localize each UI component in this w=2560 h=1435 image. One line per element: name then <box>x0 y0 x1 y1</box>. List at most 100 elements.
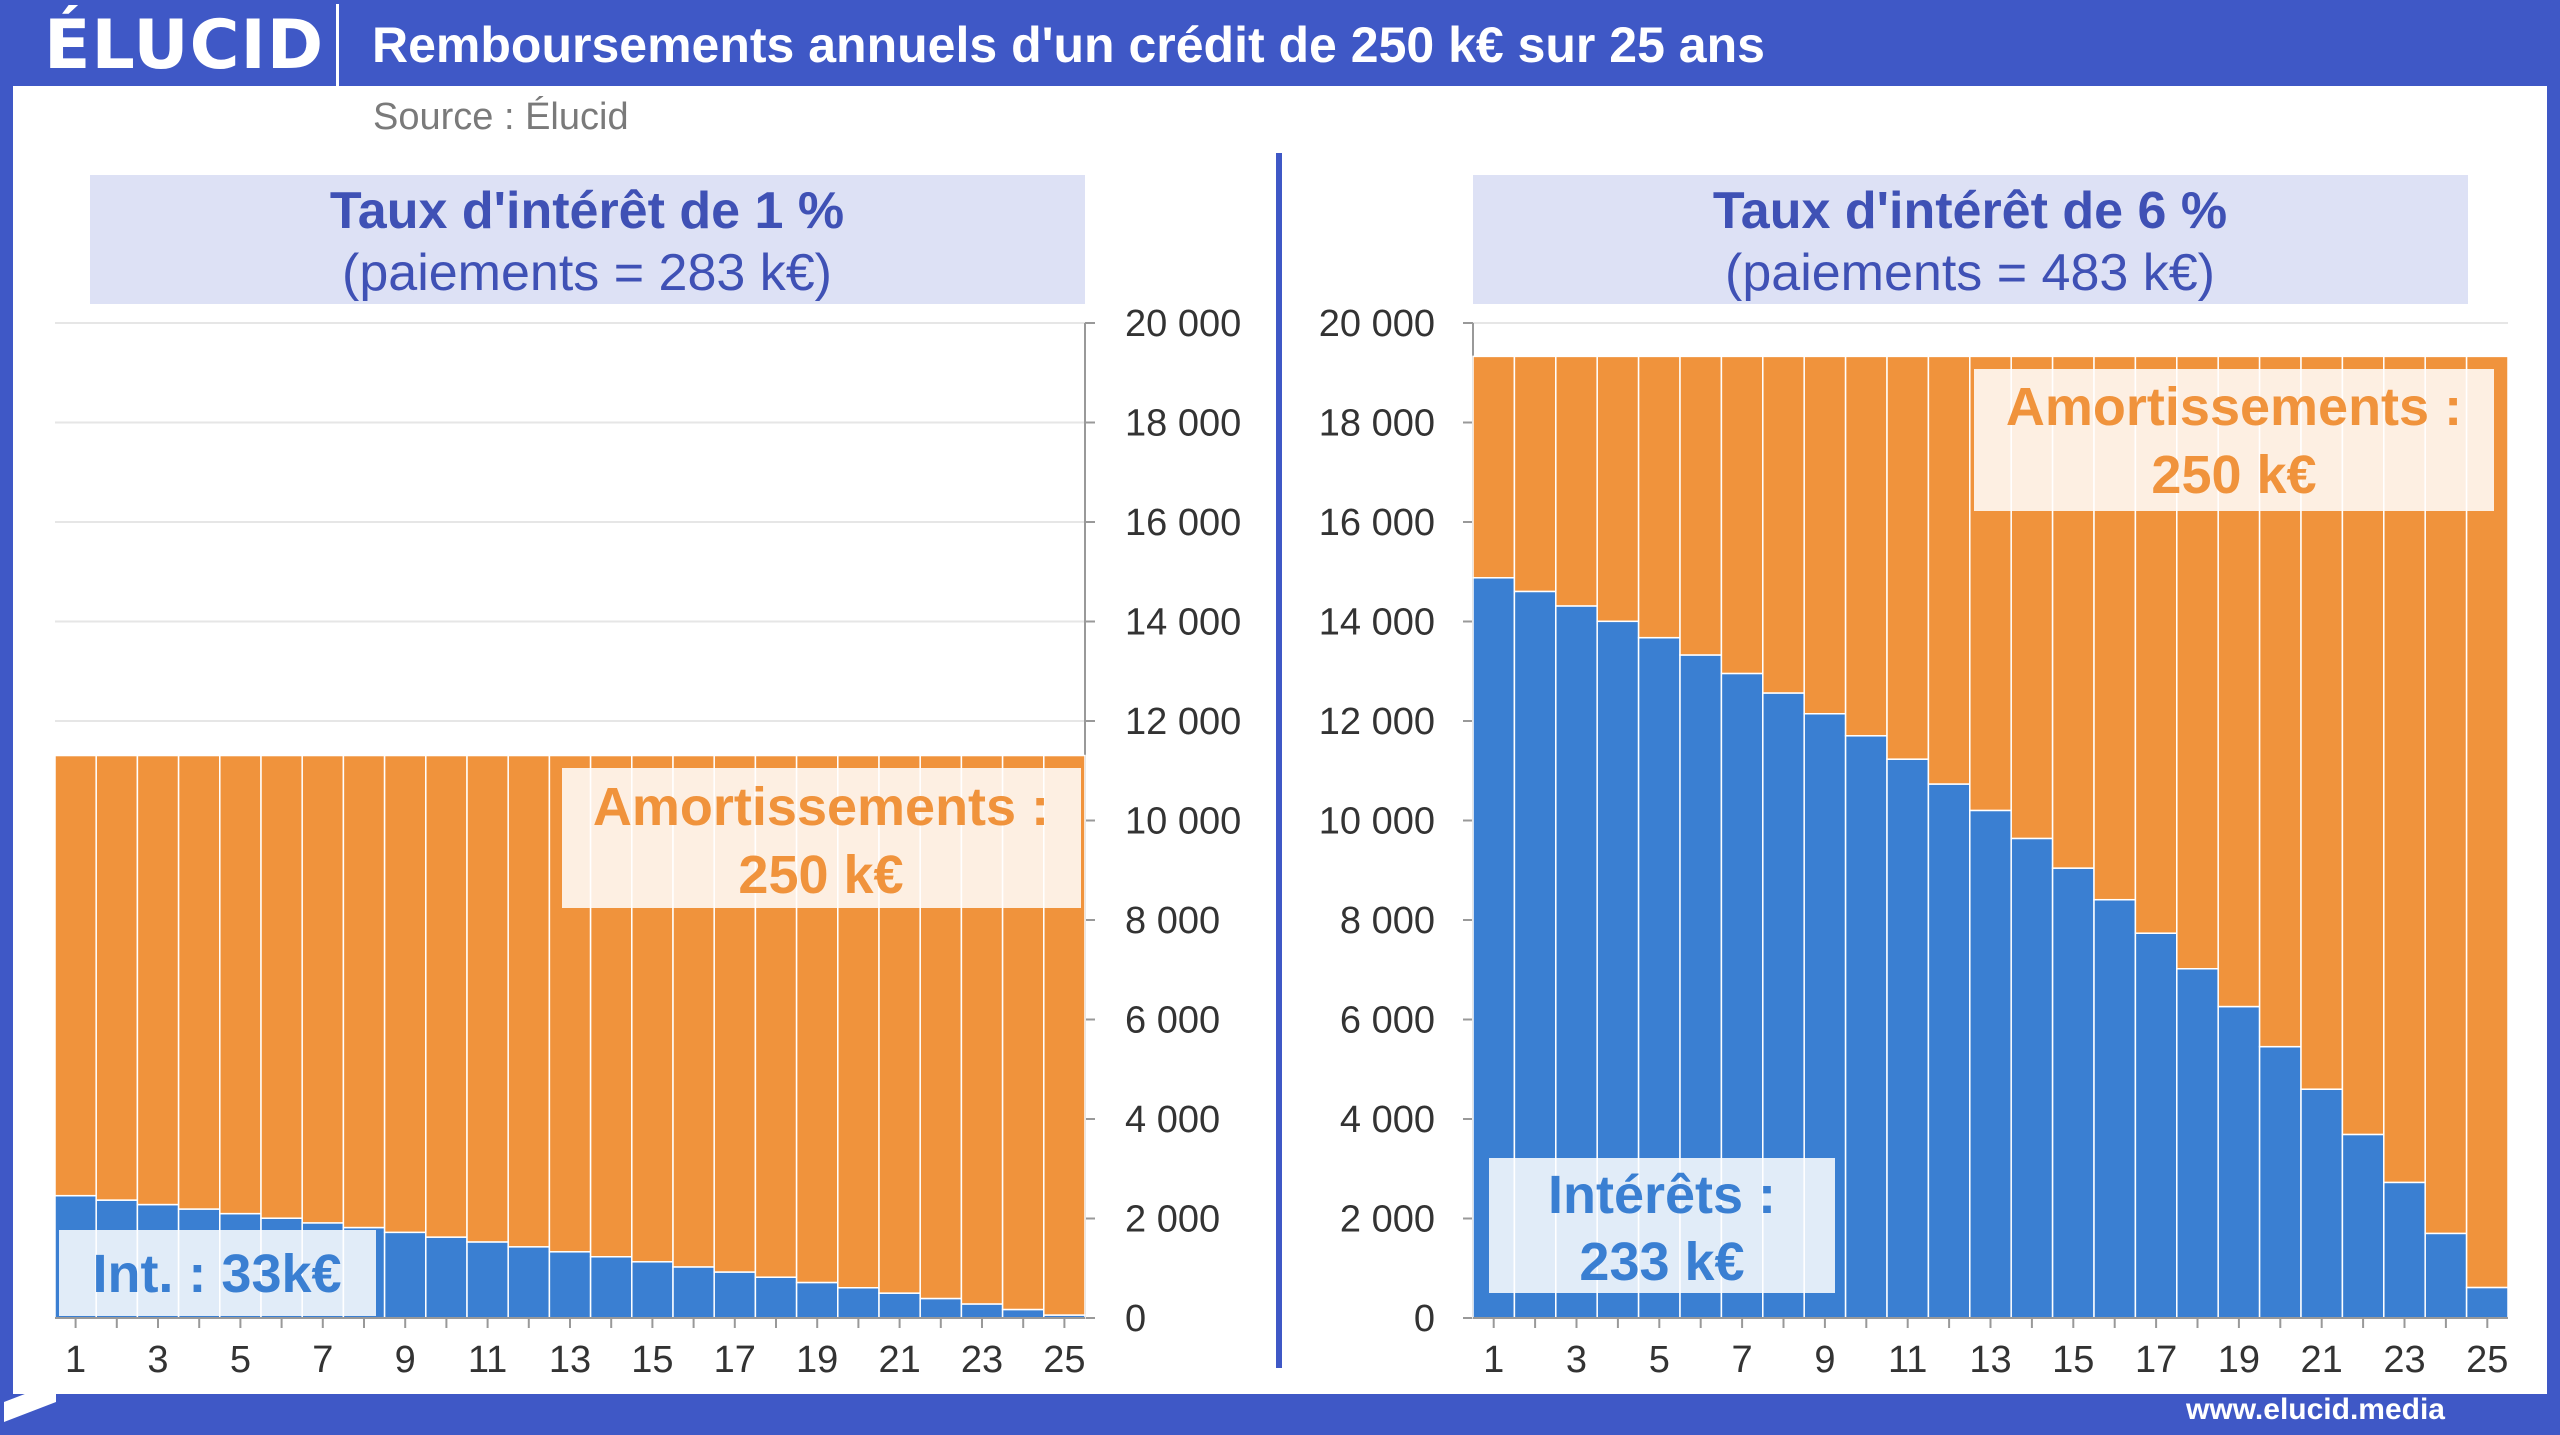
y-tick-label: 8 000 <box>1340 900 1435 942</box>
y-tick-label: 0 <box>1414 1298 1435 1340</box>
x-tick-label: 19 <box>2218 1339 2260 1381</box>
bar-interest <box>1844 735 1888 1319</box>
y-tick-label: 6 000 <box>1340 1000 1435 1042</box>
x-tick-label: 25 <box>2466 1339 2508 1381</box>
bar-interest <box>837 1287 880 1319</box>
y-tick-label: 12 000 <box>1125 701 1241 743</box>
bar-interest <box>631 1261 674 1319</box>
y-tick-label: 10 000 <box>1319 801 1435 843</box>
y-tick-label: 8 000 <box>1125 900 1220 942</box>
x-tick-label: 1 <box>1483 1339 1504 1381</box>
bar-principal <box>1637 355 1681 639</box>
bar-principal <box>1679 355 1723 656</box>
right-title-box <box>1473 175 2468 304</box>
bar-principal <box>383 754 427 1234</box>
bar-principal <box>1886 355 1930 760</box>
x-tick-label: 25 <box>1043 1339 1085 1381</box>
x-tick-label: 21 <box>878 1339 920 1381</box>
bar-principal <box>1927 355 1971 785</box>
source-label: Source : Élucid <box>373 96 629 138</box>
right-chart-subtitle: (paiements = 483 k€) <box>1725 244 2215 302</box>
x-tick-label: 17 <box>2135 1339 2177 1381</box>
bar-principal <box>2465 355 2509 1289</box>
left-principal-annotation-box <box>562 768 1081 908</box>
x-tick-label: 3 <box>1566 1339 1587 1381</box>
right-chart-title: Taux d'intérêt de 6 % <box>1713 182 2227 240</box>
left-interest-annotation-box <box>59 1230 376 1316</box>
x-tick-label: 9 <box>1814 1339 1835 1381</box>
bar-interest <box>2093 898 2137 1319</box>
bar-principal <box>260 754 303 1219</box>
y-tick-label: 4 000 <box>1125 1099 1220 1141</box>
y-tick-label: 20 000 <box>1125 303 1241 345</box>
right-interest-annotation-line1: Intérêts : <box>1548 1165 1776 1225</box>
right-interest-annotation-box <box>1489 1158 1835 1293</box>
bar-principal <box>1844 355 1888 737</box>
bar-interest <box>2465 1286 2509 1319</box>
bar-interest <box>2134 932 2178 1319</box>
bar-interest <box>713 1271 757 1319</box>
y-tick-label: 2 000 <box>1340 1199 1435 1241</box>
x-tick-label: 1 <box>65 1339 86 1381</box>
bar-principal <box>219 754 262 1215</box>
bar-principal <box>301 754 345 1224</box>
x-tick-label: 15 <box>631 1339 673 1381</box>
bar-principal <box>466 754 509 1243</box>
bar-interest <box>1927 783 1971 1319</box>
x-tick-label: 23 <box>2383 1339 2425 1381</box>
y-tick-label: 4 000 <box>1340 1099 1435 1141</box>
bar-interest <box>383 1231 427 1319</box>
y-tick-label: 18 000 <box>1319 403 1435 445</box>
flag-icon <box>4 1382 56 1422</box>
x-tick-label: 5 <box>1649 1339 1670 1381</box>
bar-interest <box>589 1256 633 1319</box>
left-title-box <box>90 175 1085 304</box>
bar-interest <box>2300 1088 2344 1319</box>
y-tick-label: 14 000 <box>1125 602 1241 644</box>
bar-interest <box>1001 1308 1045 1319</box>
x-tick-label: 15 <box>2052 1339 2094 1381</box>
y-tick-label: 0 <box>1125 1298 1146 1340</box>
bar-principal <box>1555 355 1598 607</box>
bar-interest <box>795 1281 839 1319</box>
x-tick-label: 13 <box>1969 1339 2011 1381</box>
bar-principal <box>1596 355 1640 623</box>
right-principal-annotation-line2: 250 k€ <box>2151 445 2316 505</box>
y-tick-label: 20 000 <box>1319 303 1435 345</box>
x-tick-label: 7 <box>312 1339 333 1381</box>
right-principal-annotation-box <box>1974 369 2494 511</box>
y-tick-label: 16 000 <box>1125 502 1241 544</box>
bar-principal <box>1513 355 1557 593</box>
x-tick-label: 17 <box>714 1339 756 1381</box>
footer-url-link[interactable]: www.elucid.media <box>2186 1393 2445 1426</box>
bar-interest <box>548 1251 592 1319</box>
page-title: Remboursements annuels d'un crédit de 25… <box>372 17 1765 73</box>
bar-interest <box>2341 1133 2385 1319</box>
bar-interest <box>425 1236 468 1319</box>
right-principal-annotation-line1: Amortissements : <box>2006 377 2462 437</box>
x-tick-label: 9 <box>395 1339 416 1381</box>
bar-principal <box>342 754 386 1229</box>
bar-principal <box>1472 355 1516 579</box>
right-interest-annotation-line2: 233 k€ <box>1579 1232 1744 1292</box>
bar-principal <box>136 754 180 1206</box>
y-tick-label: 12 000 <box>1319 701 1435 743</box>
x-tick-label: 21 <box>2301 1339 2343 1381</box>
left-chart-subtitle: (paiements = 283 k€) <box>342 244 832 302</box>
x-tick-label: 11 <box>468 1339 507 1381</box>
bar-principal <box>95 754 139 1201</box>
left-chart-title: Taux d'intérêt de 1 % <box>330 182 844 240</box>
bar-principal <box>177 754 221 1210</box>
bar-interest <box>878 1292 921 1319</box>
center-divider <box>1276 153 1282 1368</box>
bar-interest <box>960 1303 1004 1319</box>
bar-principal <box>54 754 97 1197</box>
bar-interest <box>2176 968 2219 1319</box>
bar-principal <box>1803 355 1847 715</box>
x-tick-label: 3 <box>147 1339 168 1381</box>
bar-principal <box>425 754 468 1238</box>
y-tick-label: 2 000 <box>1125 1199 1220 1241</box>
y-tick-label: 6 000 <box>1125 1000 1220 1042</box>
x-tick-label: 23 <box>961 1339 1003 1381</box>
